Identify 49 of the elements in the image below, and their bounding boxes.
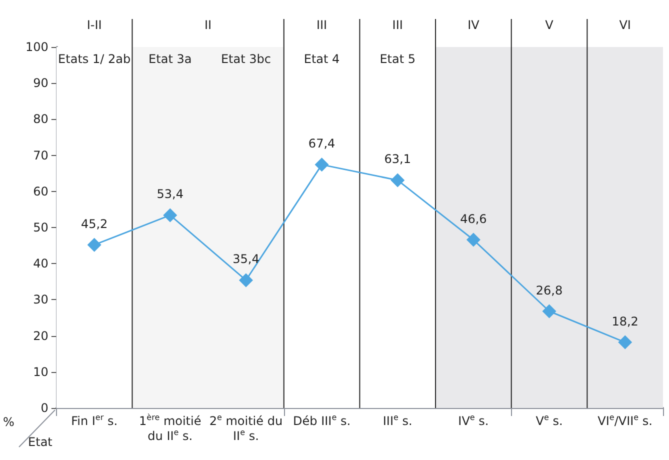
x-tick-label: VI$^{e}$/VII$^{e}$ s.	[596, 413, 654, 429]
band-label: VI	[619, 18, 631, 32]
point	[87, 238, 102, 252]
y-tick-label: 40	[33, 256, 48, 271]
data-label: 18,2	[612, 314, 638, 328]
annotation: Etat 5	[378, 52, 416, 67]
x-tick-label: V$^{e}$ s.	[534, 413, 564, 429]
data-label: 26,8	[536, 283, 563, 298]
band-label: I-II	[86, 18, 102, 32]
band-label: III	[316, 18, 328, 32]
point	[390, 173, 405, 188]
x-axis-title: Etat	[28, 435, 53, 449]
point	[163, 208, 178, 222]
band-label: IV	[468, 18, 480, 32]
x-tick-label: 1$^{ère}$ moitié du II$^{e}$ s.	[138, 413, 202, 444]
y-tick-label: 100	[25, 40, 48, 54]
y-tick-label: 10	[33, 364, 48, 379]
annotation: Etats 1/ 2ab	[57, 52, 132, 67]
data-label: 35,4	[232, 252, 260, 266]
y-tick-label: 60	[33, 184, 48, 198]
y-tick-label: 20	[33, 328, 48, 343]
y-tick-label: 90	[33, 76, 48, 90]
x-tick-label: Fin I$^{er}$ s.	[70, 413, 119, 429]
y-tick-label: 30	[33, 292, 48, 307]
data-label: 46,6	[460, 212, 487, 226]
x-tick-label: IV$^{e}$ s.	[457, 413, 490, 429]
data-label: 45,2	[80, 216, 108, 231]
point	[238, 273, 253, 288]
point	[466, 232, 480, 247]
x-tick-label: 2$^{e}$ moitié du II$^{e}$ s.	[208, 413, 284, 444]
y-axis-title: %	[2, 415, 14, 429]
data-label: 67,4	[308, 136, 336, 151]
data-label: 63,1	[384, 152, 411, 166]
y-tick-label: 0	[40, 401, 48, 415]
data-label: 53,4	[156, 187, 184, 202]
band-label: II	[204, 18, 212, 32]
band-label: V	[545, 18, 554, 32]
y-tick-label: 50	[33, 220, 48, 234]
annotation: Etat 3a	[148, 52, 193, 67]
y-tick-label: 80	[33, 112, 48, 126]
y-tick-label: 70	[33, 148, 48, 162]
point	[542, 304, 556, 318]
x-tick-label: Déb III$^{e}$ s.	[292, 413, 352, 429]
x-tick-label: III$^{e}$ s.	[382, 413, 414, 429]
point	[618, 335, 632, 350]
point	[314, 158, 329, 172]
band-label: III	[392, 18, 403, 32]
annotation: Etat 4	[302, 52, 341, 67]
annotation: Etat 3bc	[220, 52, 272, 67]
